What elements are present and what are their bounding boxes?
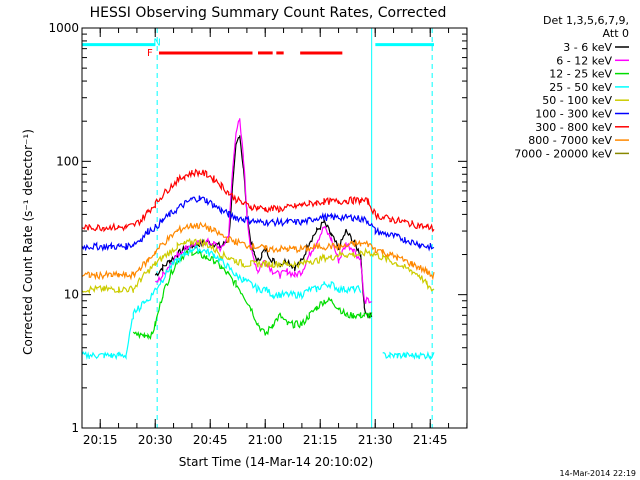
y-tick-label: 1000 bbox=[48, 21, 79, 35]
footer-timestamp: 14-Mar-2014 22:19 bbox=[560, 469, 637, 478]
plot-area: NF bbox=[81, 28, 435, 428]
chart-title: HESSI Observing Summary Count Rates, Cor… bbox=[90, 5, 447, 21]
series-line bbox=[81, 221, 435, 281]
legend-label: 800 - 7000 keV bbox=[528, 134, 612, 147]
legend-label: 300 - 800 keV bbox=[535, 121, 612, 134]
x-tick-label: 20:45 bbox=[193, 433, 228, 447]
y-axis-label: Corrected Count Rate (s⁻¹ detector⁻¹) bbox=[21, 129, 35, 355]
y-axis: 1 10 100 1000 bbox=[48, 21, 467, 435]
y-tick-label: 1 bbox=[71, 421, 79, 435]
x-axis-label: Start Time (14-Mar-14 20:10:02) bbox=[179, 455, 373, 469]
legend-label: 50 - 100 keV bbox=[542, 94, 612, 107]
legend-label: 3 - 6 keV bbox=[563, 41, 612, 54]
flag-label-flare_flag: F bbox=[147, 48, 153, 59]
x-tick-label: 21:30 bbox=[358, 433, 393, 447]
legend-label: 12 - 25 keV bbox=[549, 68, 612, 81]
legend-header-line2: Att 0 bbox=[603, 27, 629, 40]
x-tick-label: 20:15 bbox=[83, 433, 118, 447]
x-tick-label: 20:30 bbox=[138, 433, 173, 447]
y-tick-label: 100 bbox=[56, 154, 79, 168]
legend-header-line1: Det 1,3,5,6,7,9, bbox=[543, 14, 629, 27]
x-tick-label: 21:00 bbox=[248, 433, 283, 447]
series-line bbox=[132, 248, 373, 340]
y-tick-label: 10 bbox=[64, 288, 79, 302]
flag-label-saa_flag: N bbox=[153, 38, 160, 49]
series-line bbox=[81, 195, 435, 252]
legend-label: 100 - 300 keV bbox=[535, 108, 612, 121]
legend-label: 25 - 50 keV bbox=[549, 81, 612, 94]
series-line bbox=[81, 245, 435, 361]
x-tick-label: 21:45 bbox=[413, 433, 448, 447]
series-line bbox=[154, 135, 373, 319]
legend-label: 7000 - 20000 keV bbox=[514, 147, 612, 160]
legend-label: 6 - 12 keV bbox=[556, 54, 612, 67]
series-line bbox=[81, 168, 435, 233]
series-line bbox=[81, 237, 435, 295]
plot-frame bbox=[81, 27, 468, 429]
x-axis: 20:15 20:30 20:45 21:00 21:15 21:30 21:45 bbox=[83, 28, 468, 447]
x-tick-label: 21:15 bbox=[303, 433, 338, 447]
